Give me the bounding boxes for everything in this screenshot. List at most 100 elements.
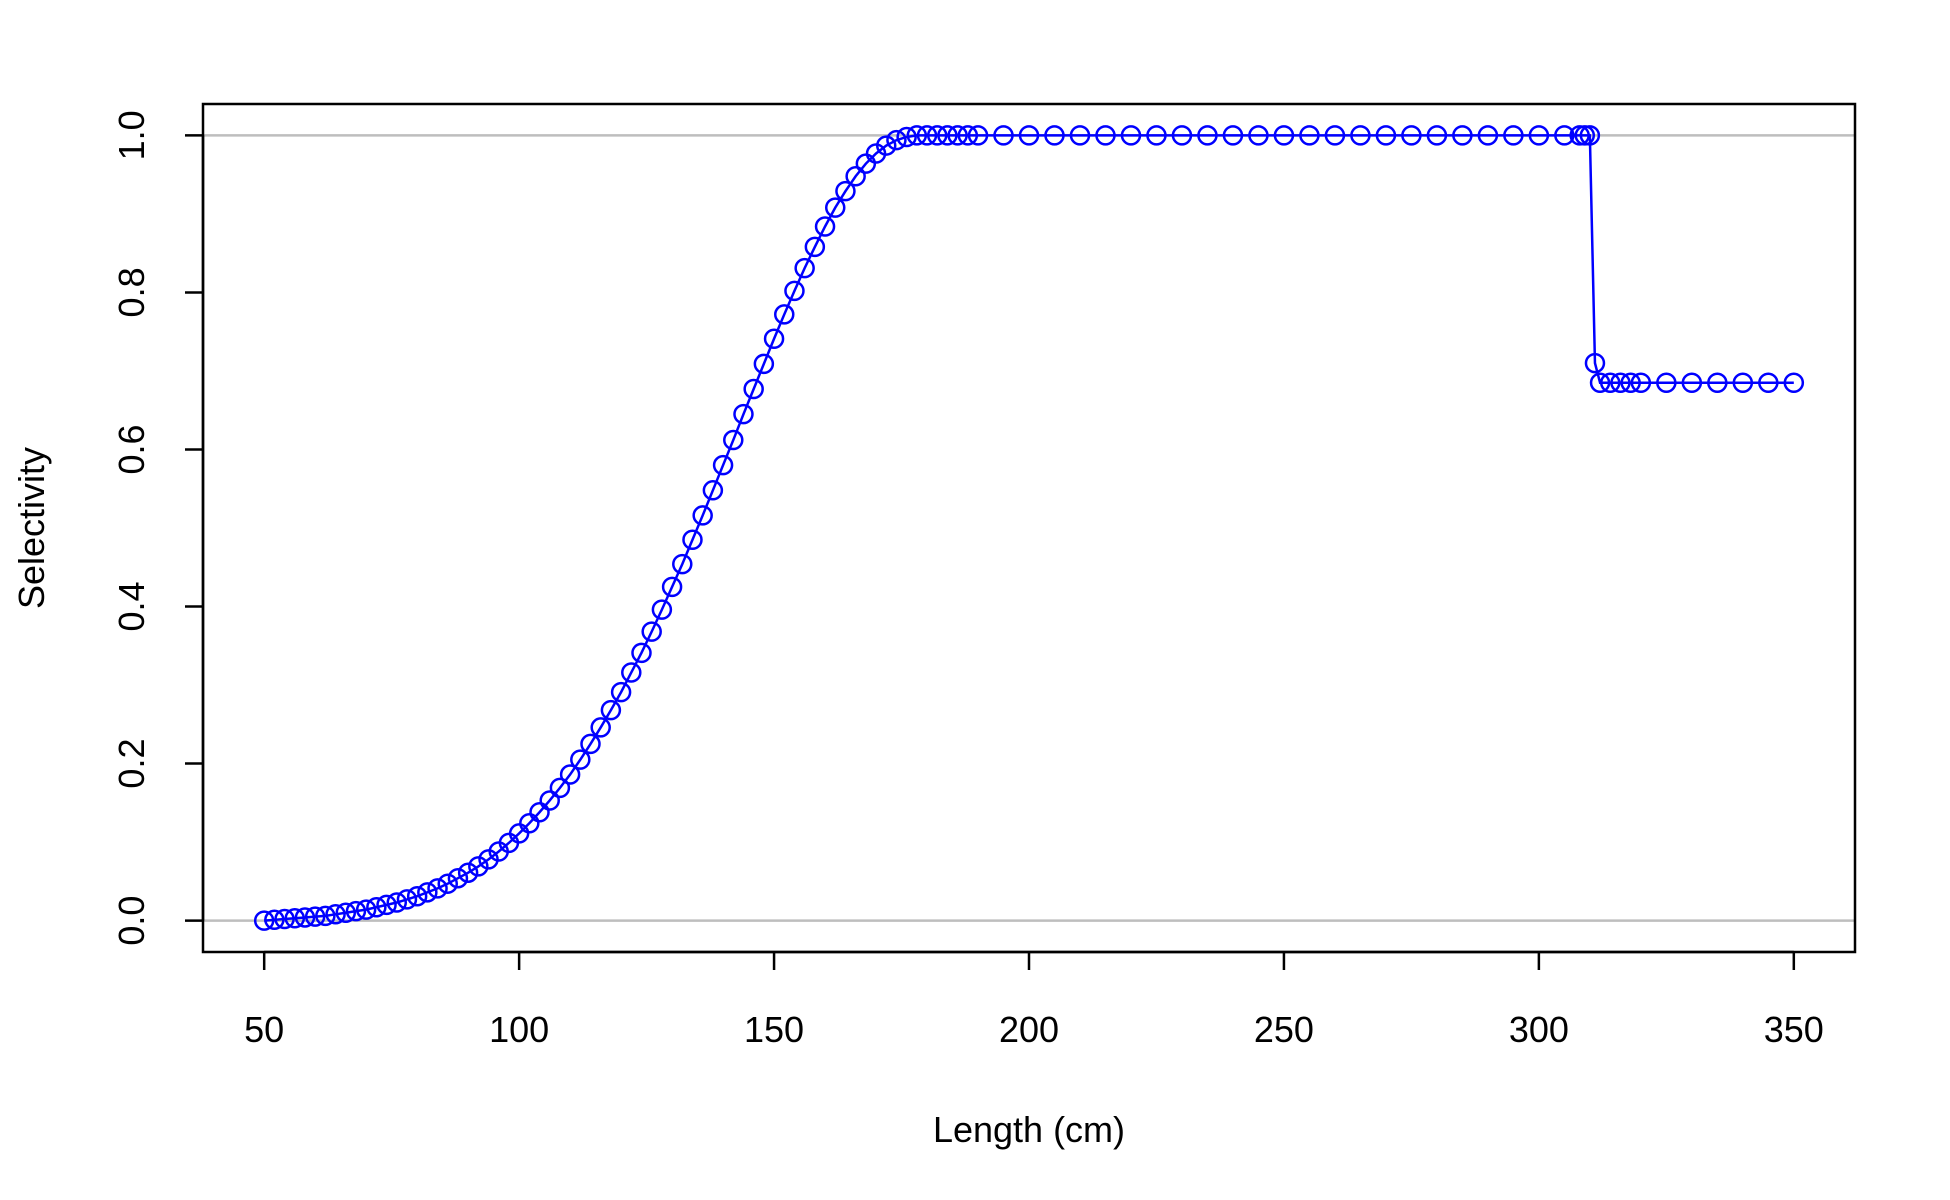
data-point	[508, 823, 530, 844]
y-tick-label: 0.0	[111, 896, 152, 946]
x-axis: 50 100 150 200 250 300 350	[244, 950, 1824, 1050]
data-point	[366, 896, 387, 918]
data-point	[274, 908, 295, 930]
data-point	[845, 165, 866, 187]
data-point	[967, 125, 989, 146]
data-point	[1401, 125, 1422, 146]
y-tick-label: 0.8	[111, 267, 152, 317]
data-point	[1477, 125, 1499, 146]
data-point	[396, 889, 418, 910]
data-point	[1299, 125, 1320, 146]
y-tick-label: 0.4	[111, 581, 152, 631]
series-line-0	[264, 134, 1794, 922]
data-point	[621, 662, 642, 683]
data-point	[519, 812, 540, 834]
data-point	[457, 862, 479, 883]
data-point	[345, 900, 367, 922]
data-point	[1426, 125, 1448, 146]
y-axis: 0.0 0.2 0.4 0.6 0.8 1.0	[111, 110, 205, 946]
data-point	[427, 878, 448, 899]
data-point	[794, 257, 815, 279]
y-axis-title: Selectivity	[11, 447, 52, 609]
data-point	[774, 304, 795, 325]
data-point	[763, 328, 785, 350]
series-layer	[253, 125, 1805, 931]
data-point	[753, 353, 775, 375]
data-point	[610, 681, 632, 703]
data-point	[631, 642, 652, 664]
data-point	[835, 180, 856, 202]
data-point	[1452, 125, 1473, 146]
data-point	[875, 135, 897, 156]
data-point	[1146, 125, 1167, 146]
data-point	[1120, 125, 1142, 146]
data-point	[335, 902, 357, 923]
data-point	[580, 733, 601, 755]
data-point	[406, 886, 428, 907]
x-tick-label: 150	[744, 1009, 804, 1050]
data-point	[993, 125, 1014, 146]
data-point	[692, 505, 713, 526]
data-point	[1528, 125, 1550, 146]
data-point	[447, 867, 469, 889]
x-axis-title: Length (cm)	[933, 1109, 1125, 1150]
data-point	[886, 129, 907, 151]
data-point	[1095, 125, 1116, 146]
data-point	[1018, 125, 1040, 146]
data-point	[1197, 125, 1218, 146]
data-point	[682, 529, 703, 551]
data-point	[1273, 125, 1295, 146]
data-point	[916, 125, 938, 146]
y-tick-label: 0.2	[111, 739, 152, 789]
data-point	[315, 905, 336, 927]
data-point	[937, 125, 958, 146]
data-point	[1783, 372, 1805, 393]
x-tick-label: 250	[1254, 1009, 1314, 1050]
data-point	[947, 125, 968, 146]
data-point	[824, 197, 846, 218]
data-point	[743, 378, 764, 400]
data-point	[325, 904, 346, 925]
data-point	[814, 216, 836, 237]
data-point	[1758, 372, 1779, 393]
data-point	[1248, 125, 1269, 146]
data-point	[600, 699, 622, 721]
data-point	[590, 717, 611, 738]
data-point	[1600, 372, 1621, 393]
data-point	[641, 621, 662, 642]
data-point	[1584, 352, 1606, 374]
data-point	[284, 907, 306, 929]
data-point	[784, 280, 805, 302]
data-point	[1620, 372, 1641, 393]
data-point	[1554, 125, 1575, 146]
data-point	[1579, 125, 1601, 146]
data-point	[386, 892, 408, 913]
data-point	[1630, 372, 1652, 393]
data-point	[1610, 372, 1631, 393]
data-point	[304, 906, 326, 927]
data-point	[1681, 372, 1703, 393]
data-point	[712, 454, 734, 476]
data-point	[896, 126, 917, 148]
y-tick-label: 1.0	[111, 110, 152, 160]
data-point	[1707, 372, 1728, 393]
data-point	[651, 599, 673, 620]
data-point	[264, 909, 285, 931]
data-point	[1656, 372, 1677, 393]
data-point	[559, 764, 581, 785]
x-tick-label: 100	[489, 1009, 549, 1050]
data-point	[804, 236, 826, 258]
y-tick-label: 0.6	[111, 424, 152, 474]
x-tick-label: 200	[999, 1009, 1059, 1050]
data-point	[468, 856, 489, 877]
data-point	[294, 907, 316, 928]
x-tick-label: 300	[1509, 1009, 1569, 1050]
data-point	[1350, 125, 1371, 146]
data-point	[1324, 125, 1346, 146]
data-point	[733, 403, 754, 425]
data-point	[1171, 125, 1193, 146]
x-tick-label: 50	[244, 1009, 284, 1050]
data-point	[906, 125, 928, 146]
